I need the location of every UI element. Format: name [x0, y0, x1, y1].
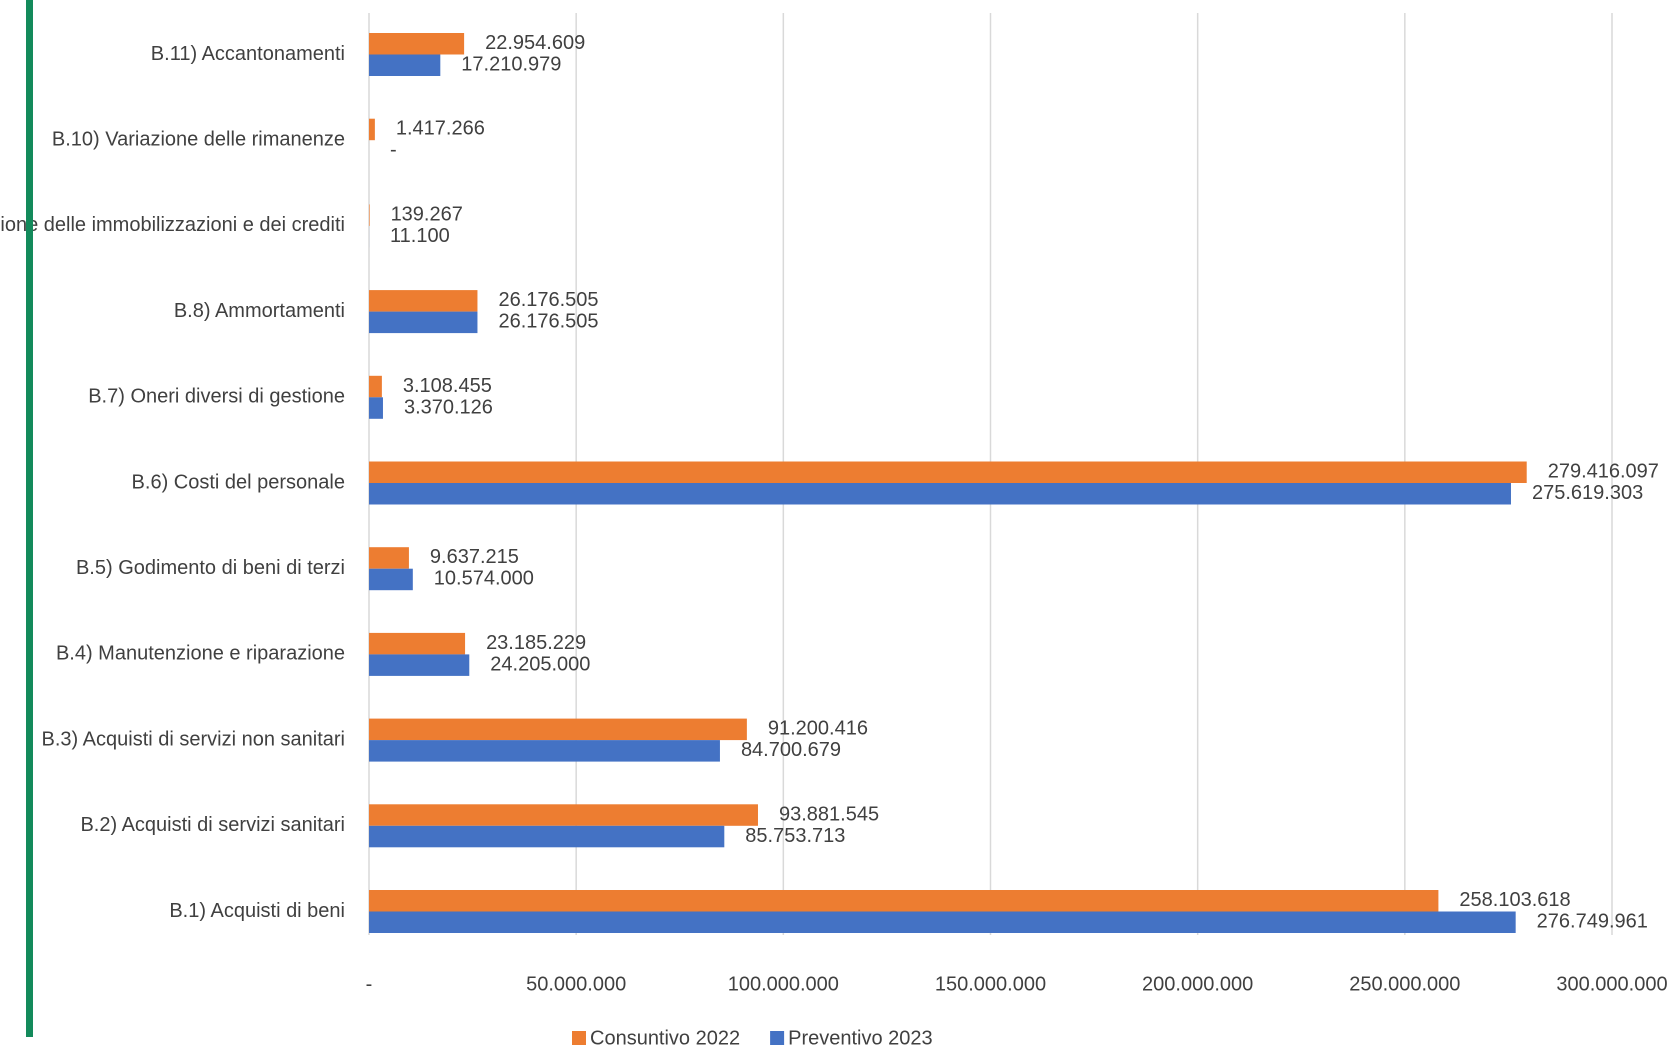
- bar: [369, 33, 465, 55]
- bar: [369, 118, 375, 141]
- legend-label: Consuntivo 2022: [590, 1027, 740, 1049]
- value-label: -: [390, 139, 397, 161]
- value-label: 258.103.618: [1459, 889, 1570, 911]
- y-tick-label: B.11) Accantonamenti: [151, 43, 345, 65]
- value-label: 85.753.713: [745, 825, 845, 847]
- y-tick-label: B.1) Acquisti di beni: [169, 900, 345, 922]
- x-tick-label: 100.000.000: [728, 973, 839, 995]
- bar: [369, 290, 478, 312]
- y-tick-label: B.9) Svalutazione delle immobilizzazioni…: [0, 214, 345, 236]
- bar: [369, 483, 1511, 505]
- y-tick-label: B.4) Manutenzione e riparazione: [56, 643, 345, 665]
- x-tick-label: 150.000.000: [935, 973, 1046, 995]
- value-label: 11.100: [390, 225, 450, 247]
- value-label: 3.108.455: [403, 375, 492, 397]
- value-label: 279.416.097: [1548, 461, 1659, 483]
- value-label: 91.200.416: [768, 718, 868, 740]
- bar: [369, 890, 1439, 912]
- value-label: 3.370.126: [404, 396, 493, 418]
- value-label: 84.700.679: [741, 739, 841, 761]
- accent-bar: [26, 0, 33, 1037]
- bar: [369, 911, 1516, 933]
- bar: [369, 311, 478, 334]
- value-label: 26.176.505: [498, 311, 598, 333]
- x-tick-label: 250.000.000: [1349, 973, 1460, 995]
- bar: [369, 375, 382, 398]
- legend-label: Preventivo 2023: [788, 1027, 933, 1049]
- y-tick-label: B.6) Costi del personale: [132, 471, 345, 493]
- y-tick-label: B.7) Oneri diversi di gestione: [88, 386, 345, 408]
- bar: [369, 718, 747, 741]
- value-label: 17.210.979: [461, 54, 561, 76]
- value-label: 24.205.000: [490, 653, 590, 675]
- value-label: 93.881.545: [779, 803, 879, 825]
- bar: [369, 547, 409, 569]
- value-label: 139.267: [391, 203, 463, 225]
- bar: [369, 654, 470, 676]
- value-label: 276.749.961: [1537, 911, 1648, 933]
- value-label: 23.185.229: [486, 632, 586, 654]
- bar: [369, 397, 383, 419]
- value-label: 1.417.266: [396, 118, 485, 140]
- value-label: 9.637.215: [430, 546, 519, 568]
- value-label: 10.574.000: [434, 568, 534, 590]
- value-label: 22.954.609: [485, 32, 585, 54]
- bar: [369, 568, 413, 591]
- value-label: 275.619.303: [1532, 482, 1643, 504]
- bar: [369, 461, 1527, 483]
- bar: [369, 740, 720, 762]
- bar: [369, 632, 466, 655]
- bar: [369, 54, 441, 76]
- legend-swatch: [572, 1031, 586, 1045]
- x-tick-label: 300.000.000: [1556, 973, 1667, 995]
- y-tick-label: B.2) Acquisti di servizi sanitari: [80, 814, 345, 836]
- y-tick-label: B.10) Variazione delle rimanenze: [52, 128, 345, 150]
- x-tick-label: 50.000.000: [526, 973, 626, 995]
- y-tick-label: B.3) Acquisti di servizi non sanitari: [42, 728, 345, 750]
- y-tick-label: B.5) Godimento di beni di terzi: [76, 557, 345, 579]
- bar: [369, 825, 725, 848]
- x-tick-label: 200.000.000: [1142, 973, 1253, 995]
- y-tick-label: B.8) Ammortamenti: [174, 300, 345, 322]
- bar: [369, 804, 758, 826]
- bar: [369, 204, 370, 226]
- x-tick-label: -: [366, 973, 373, 995]
- legend-swatch: [770, 1031, 785, 1045]
- value-label: 26.176.505: [498, 289, 598, 311]
